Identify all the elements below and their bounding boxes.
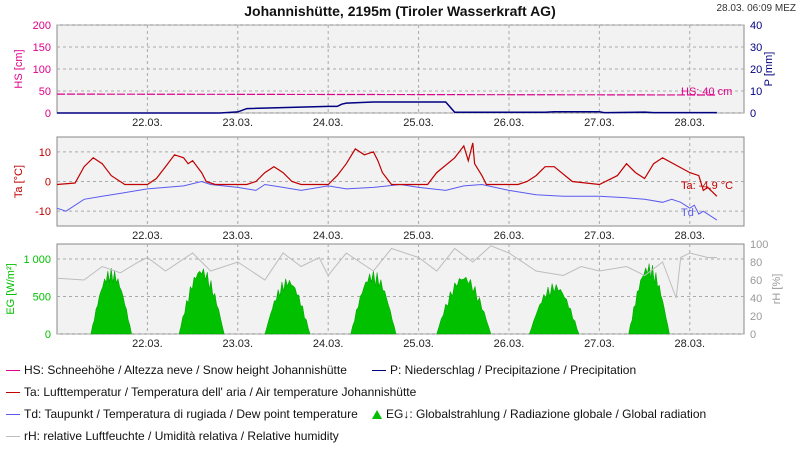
x-tick-label: 28.03. <box>674 230 705 242</box>
hs-axis-label: HS [cm] <box>13 49 25 88</box>
legend-item-eg: EG↓: Globalstrahlung / Radiazione global… <box>372 407 706 421</box>
legend-swatch-rh <box>6 435 20 437</box>
legend-item-rh: rH: relative Luftfeuchte / Umidità relat… <box>6 429 339 443</box>
eg-day-area <box>436 276 492 335</box>
x-tick-label: 24.03. <box>313 117 344 129</box>
p-axis-label: P [mm] <box>763 52 775 87</box>
ta-series-line <box>56 142 718 197</box>
hs-current-label: HS: 40 cm <box>681 86 732 98</box>
eg-y-tick-label: 500 <box>33 292 51 304</box>
eg-y-tick-label: 0 <box>45 329 51 341</box>
legend-item-td: Td: Taupunkt / Temperatura di rugiada / … <box>6 407 358 421</box>
x-tick-label: 26.03. <box>494 230 525 242</box>
p-y-tick-label: 20 <box>750 64 762 76</box>
x-tick-label: 25.03. <box>403 230 434 242</box>
rh-series-line <box>56 245 717 299</box>
precip-series-line <box>57 101 717 114</box>
timestamp: 28.03. 06:09 MEZ <box>716 3 797 14</box>
eg-day-area <box>350 270 397 335</box>
x-tick-label: 28.03. <box>674 117 705 129</box>
weather-chart: 22.03. 23.03. 24.03. 25.03. 26.03. 27.03. 28.0… <box>5 20 783 350</box>
x-tick-label: 25.03. <box>403 117 434 129</box>
p-y-tick-label: 10 <box>750 86 762 98</box>
x-tick-label: 26.03. <box>494 338 525 350</box>
legend-swatch-eg <box>372 409 382 419</box>
rh-y-tick-label: 20 <box>750 311 762 323</box>
p-y-tick-label: 30 <box>750 42 762 54</box>
hs-y-tick-label: 0 <box>45 108 51 120</box>
x-tick-label: 22.03. <box>132 230 163 242</box>
legend-item-precip: P: Niederschlag / Precipitazione / Preci… <box>372 363 636 377</box>
x-tick-label: 22.03. <box>132 338 163 350</box>
x-tick-label: 25.03. <box>403 338 434 350</box>
eg-y-tick-label: 1 000 <box>23 254 51 266</box>
x-tick-label: 22.03. <box>132 117 163 129</box>
x-tick-label: 26.03. <box>494 117 525 129</box>
legend-label-td: Td: Taupunkt / Temperatura di rugiada / … <box>24 407 358 421</box>
eg-day-area <box>528 283 580 335</box>
x-tick-label: 24.03. <box>313 230 344 242</box>
x-tick-label: 28.03. <box>674 338 705 350</box>
rh-y-tick-label: 40 <box>750 293 762 305</box>
legend-item-hs: HS: Schneehöhe / Altezza neve / Snow hei… <box>6 363 347 377</box>
chart-title: Johannishütte, 2195m (Tiroler Wasserkraf… <box>244 3 556 19</box>
td-current-label: Td <box>681 207 694 219</box>
rh-axis-label: rH [%] <box>771 274 783 305</box>
legend-label-ta: Ta: Lufttemperatur / Temperatura dell' a… <box>24 385 417 399</box>
legend-label-precip: P: Niederschlag / Precipitazione / Preci… <box>390 363 637 377</box>
rh-y-tick-label: 60 <box>750 275 762 287</box>
legend-swatch-precip <box>372 369 386 371</box>
legend-label-hs: HS: Schneehöhe / Altezza neve / Snow hei… <box>24 363 347 377</box>
legend-swatch-hs <box>6 369 20 371</box>
p-y-tick-label: 0 <box>750 108 756 120</box>
ta-y-tick-label: 0 <box>45 177 51 189</box>
hs-y-tick-label: 100 <box>33 64 51 76</box>
x-tick-label: 27.03. <box>584 117 615 129</box>
legend-label-eg: EG↓: Globalstrahlung / Radiazione global… <box>386 407 707 421</box>
x-tick-label: 23.03. <box>222 230 253 242</box>
legend-label-rh: rH: relative Luftfeuchte / Umidità relat… <box>24 429 339 443</box>
hs-y-tick-label: 150 <box>33 42 51 54</box>
legend-swatch-td <box>6 413 20 415</box>
legend-item-ta: Ta: Lufttemperatur / Temperatura dell' a… <box>6 385 416 399</box>
eg-day-area <box>178 267 225 335</box>
eg-day-area <box>90 267 132 335</box>
eg-day-area <box>628 263 670 335</box>
x-tick-label: 23.03. <box>222 338 253 350</box>
ta-y-tick-label: 10 <box>39 147 51 159</box>
x-tick-label: 27.03. <box>584 338 615 350</box>
eg-day-area <box>264 278 311 335</box>
eg-axis-label: EG [W/m²] <box>5 263 17 314</box>
x-tick-label: 24.03. <box>313 338 344 350</box>
rh-y-tick-label: 100 <box>750 239 768 251</box>
rh-y-tick-label: 80 <box>750 257 762 269</box>
legend-swatch-ta <box>6 391 20 393</box>
x-tick-label: 27.03. <box>584 230 615 242</box>
ta-current-label: Ta: -4,9 °C <box>681 180 733 192</box>
ta-y-tick-label: -10 <box>35 206 51 218</box>
x-tick-label: 23.03. <box>222 117 253 129</box>
p-y-tick-label: 40 <box>750 20 762 32</box>
hs-y-tick-label: 50 <box>39 86 51 98</box>
rh-y-tick-label: 0 <box>750 329 756 341</box>
hs-y-tick-label: 200 <box>33 20 51 32</box>
ta-axis-label: Ta [°C] <box>13 165 25 198</box>
